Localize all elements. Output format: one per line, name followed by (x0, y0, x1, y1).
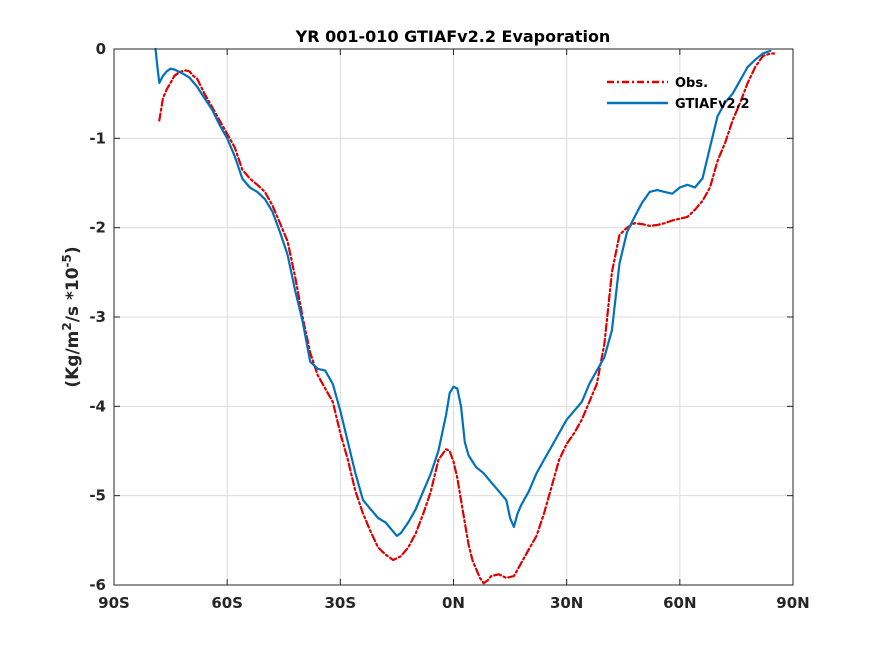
legend: Obs. GTIAFv2.2 (607, 76, 750, 112)
y-tick-label: -4 (89, 397, 106, 415)
series-line-obs (158, 52, 776, 585)
y-axis-label-base: (Kg/m (63, 331, 83, 388)
chart-title: YR 001-010 GTIAFv2.2 Evaporation (295, 27, 611, 46)
y-tick-label: 0 (96, 40, 106, 58)
y-axis-label-sup2: -5 (60, 254, 74, 267)
y-tick-label: -6 (89, 576, 106, 594)
x-tick-label: 30N (550, 594, 583, 612)
y-axis-label: (Kg/m2/s *10-5) (60, 246, 83, 387)
legend-label-gtiaf: GTIAFv2.2 (675, 97, 750, 112)
x-tick-label: 90S (98, 594, 130, 612)
y-tick-label: -1 (89, 129, 106, 147)
x-tick-label: 60S (211, 594, 243, 612)
y-tick-label: -5 (89, 487, 106, 505)
y-tick-label: -3 (89, 308, 106, 326)
x-tick-label: 0N (442, 594, 465, 612)
series-layer (154, 47, 776, 585)
ticks: 90S 60S 30S 0N 30N 60N 90N 0 -1 -2 -3 -4 -5 -6 (89, 40, 809, 612)
y-axis-label-end: ) (63, 246, 83, 254)
x-tick-label: 90N (776, 594, 809, 612)
y-axis-label-mid: /s *10 (63, 267, 83, 322)
x-tick-label: 60N (663, 594, 696, 612)
x-tick-label: 30S (324, 594, 356, 612)
series-line-gtiaf (154, 47, 772, 538)
y-axis-label-sup1: 2 (60, 322, 74, 330)
legend-label-obs: Obs. (675, 76, 708, 91)
y-tick-label: -2 (89, 219, 106, 237)
